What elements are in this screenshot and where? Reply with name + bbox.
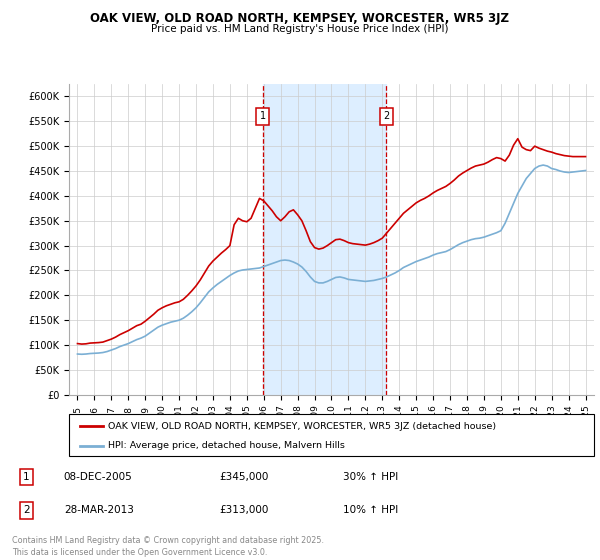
FancyBboxPatch shape <box>69 414 594 456</box>
Text: Price paid vs. HM Land Registry's House Price Index (HPI): Price paid vs. HM Land Registry's House … <box>151 24 449 34</box>
Text: 2: 2 <box>383 111 389 122</box>
Text: 30% ↑ HPI: 30% ↑ HPI <box>343 472 398 482</box>
Bar <box>263 84 386 395</box>
Text: 10% ↑ HPI: 10% ↑ HPI <box>343 506 398 516</box>
Text: 1: 1 <box>23 472 30 482</box>
Text: OAK VIEW, OLD ROAD NORTH, KEMPSEY, WORCESTER, WR5 3JZ: OAK VIEW, OLD ROAD NORTH, KEMPSEY, WORCE… <box>91 12 509 25</box>
Text: 2: 2 <box>23 506 30 516</box>
Text: 1: 1 <box>260 111 266 122</box>
Text: 08-DEC-2005: 08-DEC-2005 <box>64 472 133 482</box>
Text: £345,000: £345,000 <box>220 472 269 482</box>
Text: £313,000: £313,000 <box>220 506 269 516</box>
Text: OAK VIEW, OLD ROAD NORTH, KEMPSEY, WORCESTER, WR5 3JZ (detached house): OAK VIEW, OLD ROAD NORTH, KEMPSEY, WORCE… <box>109 422 497 431</box>
Text: 28-MAR-2013: 28-MAR-2013 <box>64 506 134 516</box>
Text: HPI: Average price, detached house, Malvern Hills: HPI: Average price, detached house, Malv… <box>109 441 345 450</box>
Text: Contains HM Land Registry data © Crown copyright and database right 2025.
This d: Contains HM Land Registry data © Crown c… <box>12 536 324 557</box>
